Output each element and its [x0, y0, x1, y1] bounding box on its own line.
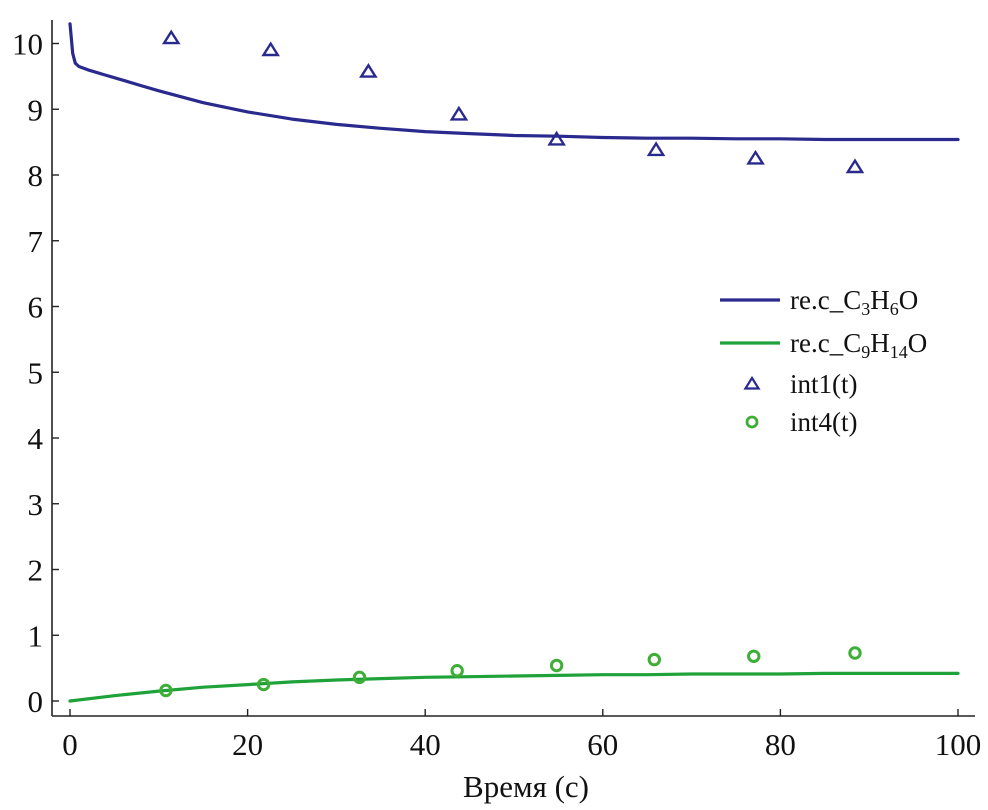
data-point-int1(t): [261, 41, 280, 57]
legend-item: int4(t): [745, 407, 858, 437]
y-axis-ticks: 0 1 2 3 4 5 6 7 8 9 10: [12, 27, 59, 719]
data-point-int4(t): [747, 649, 761, 663]
y-tick-label: 3: [28, 487, 44, 522]
axes: [51, 20, 975, 717]
legend-item: re.c_C9H14O: [720, 328, 927, 362]
y-tick-label: 5: [28, 355, 44, 390]
series-re.c_C3H6O: [68, 22, 960, 142]
legend-label: re.c_C9H14O: [790, 328, 927, 362]
x-axis-label: Время (с): [463, 769, 589, 804]
legend-item: re.c_C3H6O: [720, 285, 918, 319]
data-point-int1(t): [359, 63, 378, 78]
series-re.c_C9H14O: [68, 671, 960, 703]
x-tick-label: 0: [62, 727, 78, 762]
y-tick-label: 7: [28, 224, 44, 259]
y-tick-label: 1: [28, 618, 44, 653]
x-tick-label: 20: [232, 727, 263, 762]
x-tick-label: 100: [935, 727, 982, 762]
y-tick-label: 4: [28, 421, 44, 456]
data-point-int4(t): [256, 677, 271, 692]
legend-label: int1(t): [790, 369, 858, 399]
legend-swatch-triangle: [743, 375, 761, 390]
y-tick-label: 8: [28, 158, 44, 193]
data-point-int4(t): [647, 652, 662, 667]
data-point-int1(t): [547, 130, 566, 146]
data-point-int4(t): [848, 646, 862, 660]
data-point-int4(t): [450, 664, 464, 678]
x-tick-label: 40: [410, 727, 441, 762]
legend-item: int1(t): [743, 369, 858, 399]
series-int4(t): [159, 646, 862, 698]
legend: re.c_C3H6O re.c_C9H14O int1(t) int4(t): [720, 285, 927, 437]
x-tick-label: 60: [587, 727, 618, 762]
data-point-int1(t): [449, 105, 469, 121]
y-tick-label: 2: [28, 553, 44, 588]
y-tick-label: 6: [28, 290, 44, 325]
legend-label: re.c_C3H6O: [790, 285, 918, 319]
series-int1(t): [161, 29, 865, 174]
y-tick-label: 10: [12, 27, 43, 62]
legend-label: int4(t): [790, 407, 858, 437]
data-point-int4(t): [352, 670, 367, 685]
series-line-re.c_C9H14O: [68, 671, 960, 703]
data-point-int1(t): [746, 149, 765, 165]
data-point-int4(t): [549, 658, 564, 673]
x-tick-label: 80: [765, 727, 796, 762]
data-point-int1(t): [845, 158, 865, 174]
data-point-int1(t): [161, 29, 181, 45]
data-point-int4(t): [159, 683, 173, 698]
y-tick-label: 9: [28, 92, 44, 127]
data-point-int1(t): [646, 141, 666, 157]
series-layer: [68, 22, 960, 703]
series-line-re.c_C3H6O: [68, 22, 960, 142]
x-axis-ticks: 0 20 40 60 80 100: [62, 709, 981, 762]
y-tick-label: 0: [28, 684, 44, 719]
legend-swatch-circle: [745, 415, 759, 429]
